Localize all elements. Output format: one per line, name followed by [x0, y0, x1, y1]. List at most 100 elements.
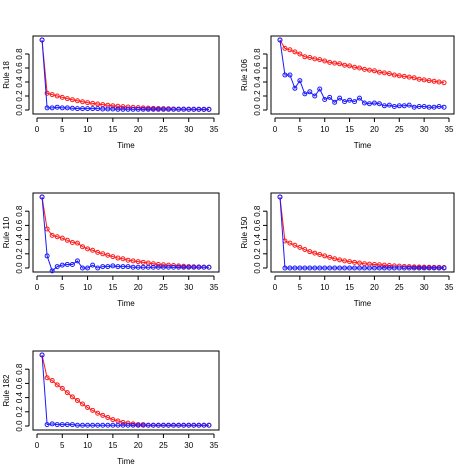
data-point-red — [64, 96, 70, 102]
data-point-red — [80, 99, 86, 105]
x-tick-label: 30 — [420, 283, 429, 292]
x-tick-label: 15 — [108, 441, 117, 450]
x-tick-label: 20 — [134, 283, 143, 292]
data-point-blue — [130, 422, 136, 428]
data-point-blue — [406, 102, 412, 108]
y-axis-label: Rule 182 — [2, 374, 11, 407]
data-point-red — [297, 244, 303, 250]
data-point-blue — [307, 89, 313, 95]
data-point-blue — [176, 106, 182, 112]
data-point-red — [282, 45, 288, 51]
data-point-red — [120, 256, 126, 262]
series-line-red — [279, 39, 445, 84]
x-tick-label: 30 — [184, 441, 193, 450]
data-point-blue — [160, 422, 166, 428]
data-point-blue — [312, 93, 318, 99]
data-point-red — [90, 407, 96, 413]
data-point-blue — [307, 265, 313, 271]
data-point-blue — [125, 106, 131, 112]
data-point-blue — [366, 265, 372, 271]
x-tick-label: 0 — [35, 283, 40, 292]
data-point-red — [376, 262, 382, 268]
x-axis-label: Time — [117, 141, 135, 150]
data-point-red — [396, 73, 402, 79]
data-point-blue — [171, 264, 177, 270]
plot-panel-5: 0 5 10 15 20 25 30 35 Time 0.0 0.2 0.4 0.6 0.8 Rule 18… — [2, 350, 220, 466]
data-point-red — [74, 397, 80, 403]
y-tick-label: 0.8 — [253, 205, 262, 217]
data-point-red — [110, 103, 116, 109]
data-point-blue — [292, 265, 298, 271]
x-tick-label: 0 — [35, 125, 40, 134]
data-point-blue — [431, 265, 437, 271]
data-point-blue — [120, 106, 126, 112]
data-point-red — [44, 90, 50, 96]
data-point-blue — [191, 422, 197, 428]
y-tick-label: 0.4 — [15, 233, 24, 245]
x-tick-label: 25 — [159, 441, 168, 450]
plot-frame — [270, 35, 455, 115]
data-point-blue — [59, 422, 65, 428]
x-tick-label: 5 — [60, 441, 65, 450]
data-point-red — [59, 385, 65, 391]
data-point-blue — [391, 265, 397, 271]
data-point-blue — [140, 106, 146, 112]
x-tick-label: 5 — [60, 283, 65, 292]
data-point-red — [130, 258, 136, 264]
x-tick-label: 35 — [210, 125, 219, 134]
data-point-blue — [186, 264, 192, 270]
data-point-blue — [85, 265, 91, 271]
data-point-blue — [39, 194, 45, 200]
data-point-blue — [441, 265, 447, 271]
data-point-blue — [80, 265, 86, 271]
data-point-blue — [85, 422, 91, 428]
data-point-blue — [376, 265, 382, 271]
y-tick-label: 0.2 — [253, 248, 262, 260]
data-point-red — [347, 259, 353, 265]
data-point-red — [115, 103, 121, 109]
plot-panel-2: 0 5 10 15 20 25 30 35 Time 0.0 0.2 0.4 0.6 0.8 Rule 10… — [240, 35, 455, 150]
data-point-blue — [347, 265, 353, 271]
data-point-blue — [332, 265, 338, 271]
data-point-red — [49, 378, 55, 384]
data-point-blue — [105, 264, 111, 270]
data-point-blue — [155, 264, 161, 270]
data-point-red — [49, 232, 55, 238]
data-point-blue — [416, 104, 422, 109]
y-tick-label: 0.2 — [15, 406, 24, 418]
data-point-blue — [386, 265, 392, 271]
data-point-blue — [54, 422, 60, 428]
data-point-blue — [196, 264, 202, 270]
data-point-blue — [381, 265, 387, 271]
x-tick-label: 5 — [298, 125, 303, 134]
data-point-blue — [352, 265, 358, 271]
data-point-red — [95, 410, 101, 416]
data-point-red — [95, 101, 101, 107]
series-line-red — [41, 39, 209, 111]
data-point-red — [421, 77, 427, 83]
data-point-blue — [352, 99, 358, 105]
plot-panel-1: 0 5 10 15 20 25 30 35 Time 0.0 0.2 0.4 0.6 0.8 Rule 18 — [2, 35, 220, 150]
data-point-blue — [327, 265, 333, 271]
data-point-red — [115, 255, 121, 261]
data-point-red — [401, 73, 407, 79]
y-tick-label: 0.0 — [15, 104, 24, 116]
data-point-red — [327, 254, 333, 260]
data-point-blue — [191, 106, 197, 112]
data-point-red — [307, 249, 313, 255]
x-tick-label: 30 — [184, 125, 193, 134]
data-point-blue — [386, 102, 392, 108]
data-point-red — [366, 67, 372, 73]
data-point-blue — [115, 422, 121, 428]
x-tick-label: 25 — [159, 283, 168, 292]
data-point-red — [64, 390, 70, 396]
x-tick-label: 10 — [320, 283, 329, 292]
data-point-blue — [391, 104, 397, 109]
data-point-red — [59, 235, 65, 241]
data-point-blue — [361, 265, 367, 271]
x-tick-label: 10 — [83, 283, 92, 292]
data-point-blue — [357, 265, 363, 271]
data-point-blue — [287, 72, 293, 78]
y-tick-label: 0.4 — [253, 233, 262, 245]
